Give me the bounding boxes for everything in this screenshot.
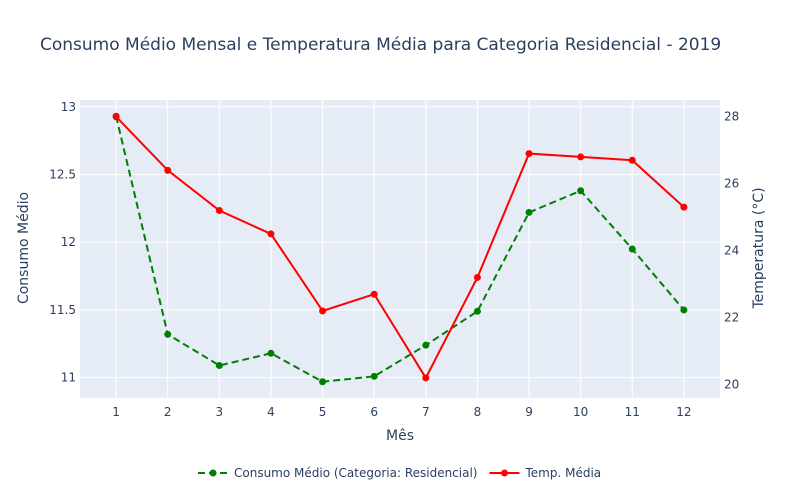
x-tick-label: 3: [216, 405, 224, 419]
y-right-tick-label: 22: [724, 311, 739, 325]
legend: Consumo Médio (Categoria: Residencial) Te…: [198, 466, 601, 480]
x-tick-label: 12: [676, 405, 691, 419]
x-tick-label: 11: [625, 405, 640, 419]
plot-area: [80, 100, 720, 398]
y-axis-left-title: Consumo Médio: [16, 192, 32, 304]
series-2-point: [215, 206, 223, 214]
series-1-point: [628, 245, 636, 253]
series-1-point: [422, 341, 430, 349]
x-tick-label: 4: [267, 405, 275, 419]
series-2-point: [164, 166, 172, 174]
x-tick-label: 5: [319, 405, 327, 419]
series-2-point: [628, 156, 636, 164]
y-left-tick-label: 13: [61, 100, 76, 114]
chart-title: Consumo Médio Mensal e Temperatura Média…: [40, 35, 721, 55]
x-tick-label: 10: [573, 405, 588, 419]
x-tick-label: 8: [474, 405, 482, 419]
series-2-point: [370, 290, 378, 298]
series-line-2: [115, 116, 685, 380]
y-left-tick-label: 11.5: [49, 303, 76, 317]
series-1-point: [215, 361, 223, 369]
series-1-point: [267, 349, 275, 357]
series-2-point: [267, 230, 275, 238]
legend-label-2: Temp. Média: [525, 466, 602, 480]
series-2-point: [319, 307, 327, 315]
x-tick-label: 2: [164, 405, 172, 419]
legend-label-1: Consumo Médio (Categoria: Residencial): [234, 466, 478, 480]
y-right-tick-label: 20: [724, 378, 739, 392]
series-1-point: [525, 208, 533, 216]
legend-marker-2: [501, 469, 508, 477]
series-1-point: [319, 378, 327, 386]
x-tick-label: 1: [112, 405, 120, 419]
y-right-tick-label: 26: [724, 177, 739, 191]
series-1-point: [370, 372, 378, 380]
y-right-tick-label: 24: [724, 244, 739, 258]
series-2-point: [525, 150, 533, 158]
x-axis-title: Mês: [386, 428, 414, 444]
y-left-tick-label: 11: [61, 371, 76, 385]
series-2-point: [112, 113, 120, 121]
series-2-point: [422, 374, 430, 382]
y-left-tick-label: 12: [61, 235, 76, 249]
y-right-tick-label: 28: [724, 110, 739, 124]
series-layer: [112, 112, 688, 386]
series-line-1: [115, 116, 685, 383]
series-1-point: [473, 307, 481, 315]
y-axis-right-title: Temperatura (°C): [751, 187, 767, 309]
series-2-point: [680, 203, 688, 211]
series-1-point: [164, 330, 172, 338]
series-1-point: [577, 187, 585, 195]
x-tick-label: 7: [422, 405, 430, 419]
series-2-point: [473, 273, 481, 281]
x-tick-label: 9: [525, 405, 533, 419]
y-left-tick-label: 12.5: [49, 168, 76, 182]
legend-marker-1: [209, 469, 217, 477]
series-1-point: [680, 306, 688, 314]
grid-lines: [80, 100, 720, 398]
series-2-point: [577, 153, 585, 161]
x-tick-label: 6: [370, 405, 378, 419]
